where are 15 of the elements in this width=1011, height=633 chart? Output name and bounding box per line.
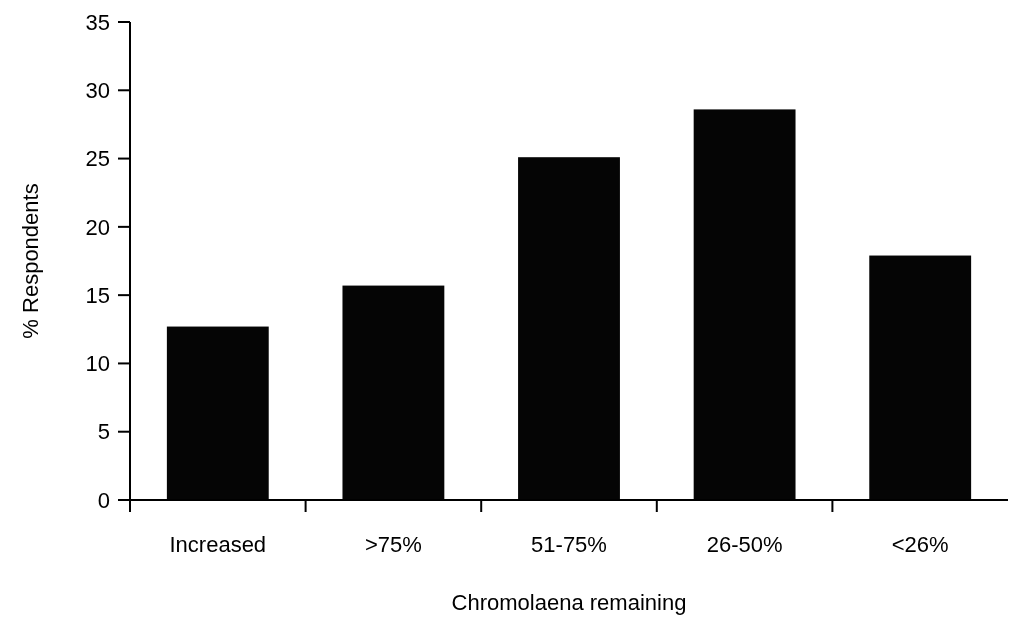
x-tick-label: 26-50% (706, 532, 783, 557)
y-tick-label: 5 (97, 419, 110, 445)
y-tick-label: 30 (85, 77, 110, 103)
x-tick-label: Increased (169, 532, 267, 557)
y-tick-label: 10 (85, 351, 110, 377)
x-tick-label: >75% (364, 532, 422, 557)
y-tick-label: 25 (85, 146, 110, 172)
y-tick-label: 15 (85, 282, 110, 308)
x-tick-label: 51-75% (531, 532, 607, 557)
y-axis-title: % Respondents (18, 183, 43, 339)
x-axis-title: Chromolaena remaining (451, 590, 687, 615)
y-tick-label: 20 (85, 214, 110, 240)
x-tick-label: <26% (891, 532, 949, 557)
y-tick-label: 35 (85, 9, 110, 35)
y-tick-label: 0 (97, 487, 110, 513)
